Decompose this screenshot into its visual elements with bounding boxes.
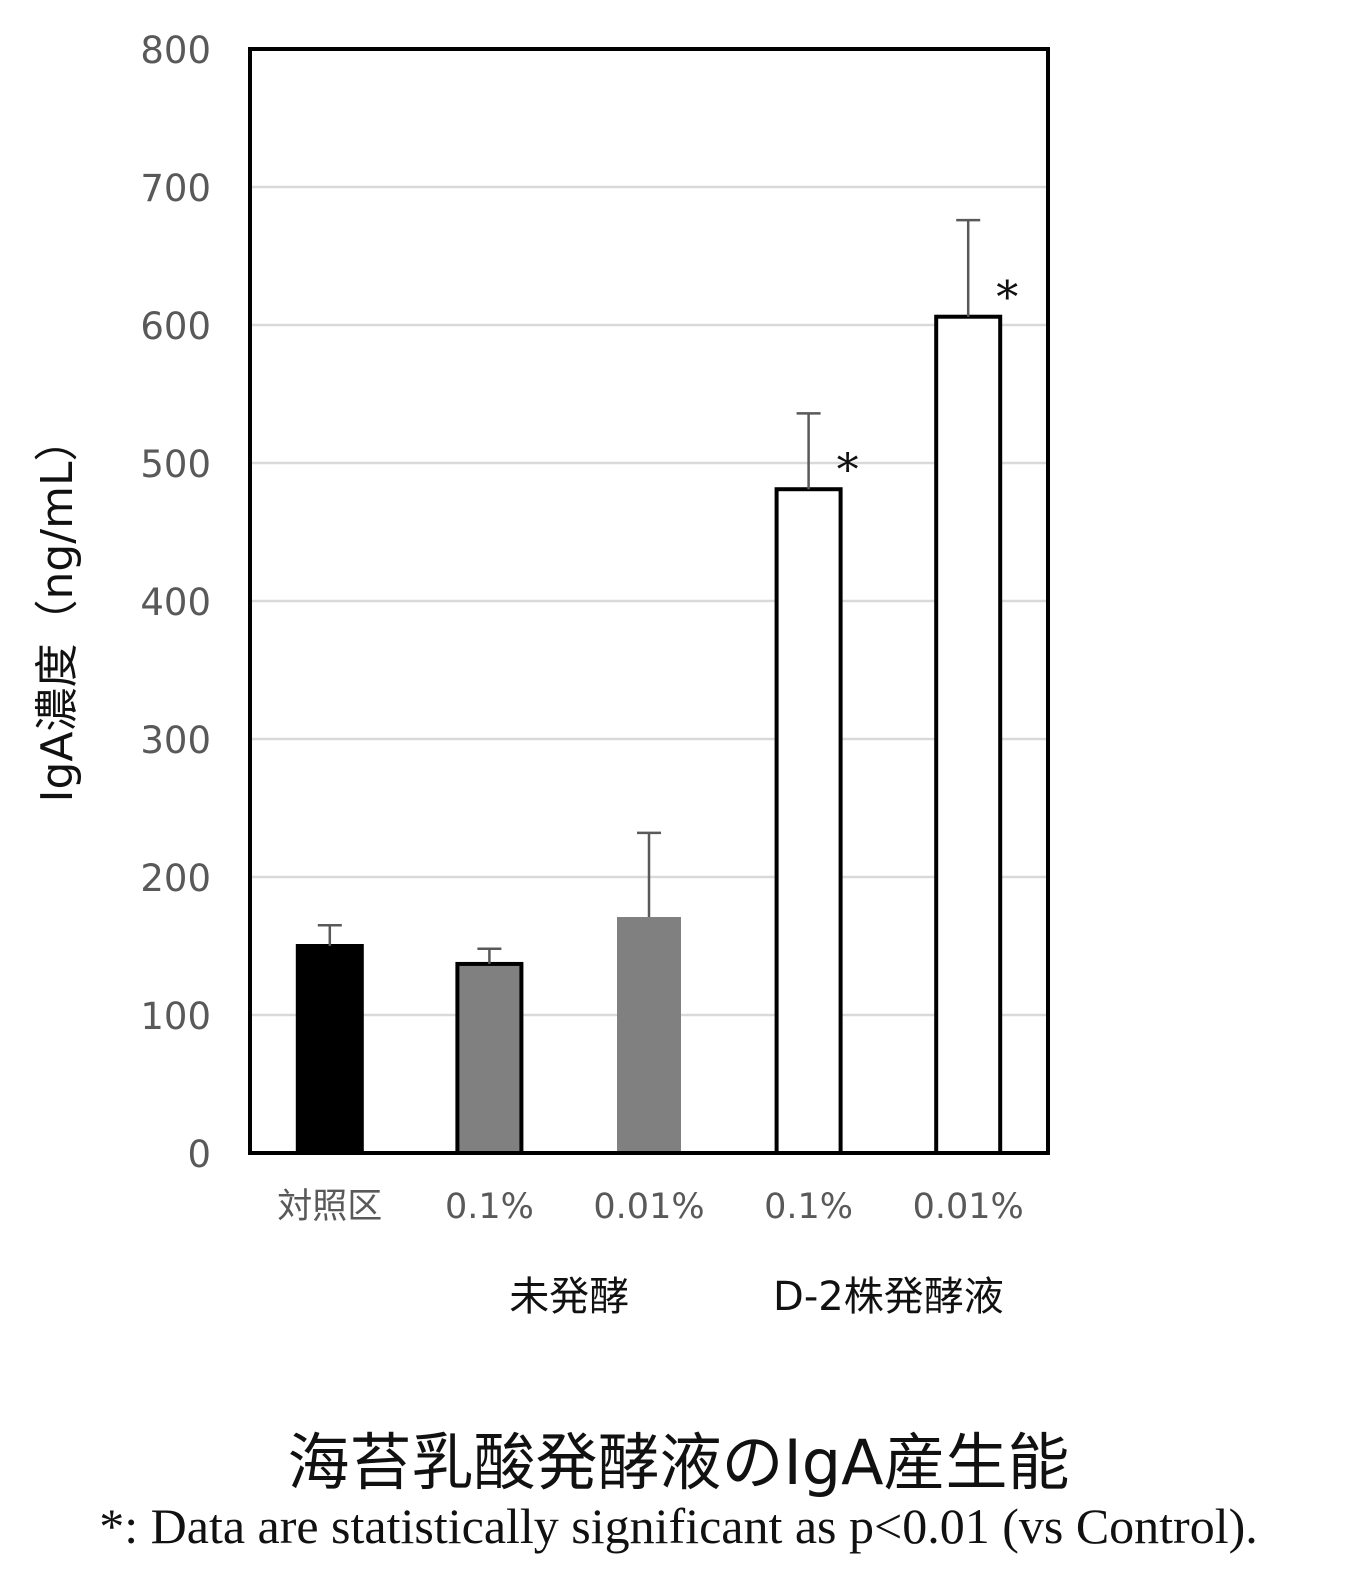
group-label: 未発酵 <box>509 1274 629 1320</box>
y-tick-label: 200 <box>140 857 211 900</box>
y-tick-label: 500 <box>140 443 211 486</box>
y-tick-label: 400 <box>140 581 211 624</box>
bar <box>934 314 1003 1156</box>
y-tick-label: 0 <box>187 1133 211 1176</box>
bar <box>617 917 681 1153</box>
bar <box>295 944 364 1155</box>
y-tick-label: 100 <box>140 995 211 1038</box>
y-tick-label: 600 <box>140 305 211 348</box>
x-tick-label: 0.01% <box>593 1187 704 1227</box>
y-tick-label: 800 <box>140 29 211 72</box>
bar <box>455 961 524 1155</box>
y-tick-label: 300 <box>140 719 211 762</box>
bar <box>774 487 843 1156</box>
x-tick-label: 0.1% <box>445 1187 534 1227</box>
error-bars <box>317 218 981 964</box>
significance-asterisk: * <box>837 445 859 496</box>
y-axis-label: IgA濃度（ng/mL） <box>32 417 83 802</box>
y-tick-label: 700 <box>140 167 211 210</box>
chart-title: 海苔乳酸発酵液のIgA産生能 <box>287 1426 1070 1499</box>
x-tick-label: 0.1% <box>764 1187 853 1227</box>
group-label: D-2株発酵液 <box>773 1274 1004 1320</box>
x-tick-label: 対照区 <box>277 1187 382 1227</box>
significance-footnote: *: Data are statistically significant as… <box>99 1498 1258 1554</box>
bars <box>295 314 1003 1156</box>
group-labels: 未発酵 D-2株発酵液 <box>509 1274 1004 1320</box>
significance-asterisk: * <box>996 273 1018 324</box>
x-tick-label: 0.01% <box>913 1187 1024 1227</box>
gridlines <box>250 185 1048 1017</box>
significance-markers: ** <box>837 273 1019 497</box>
plot-frame <box>248 47 1050 1155</box>
y-tick-labels: 0 100 200 300 400 500 600 700 800 <box>140 29 211 1176</box>
x-tick-labels: 対照区 0.1% 0.01% 0.1% 0.01% <box>277 1187 1024 1227</box>
